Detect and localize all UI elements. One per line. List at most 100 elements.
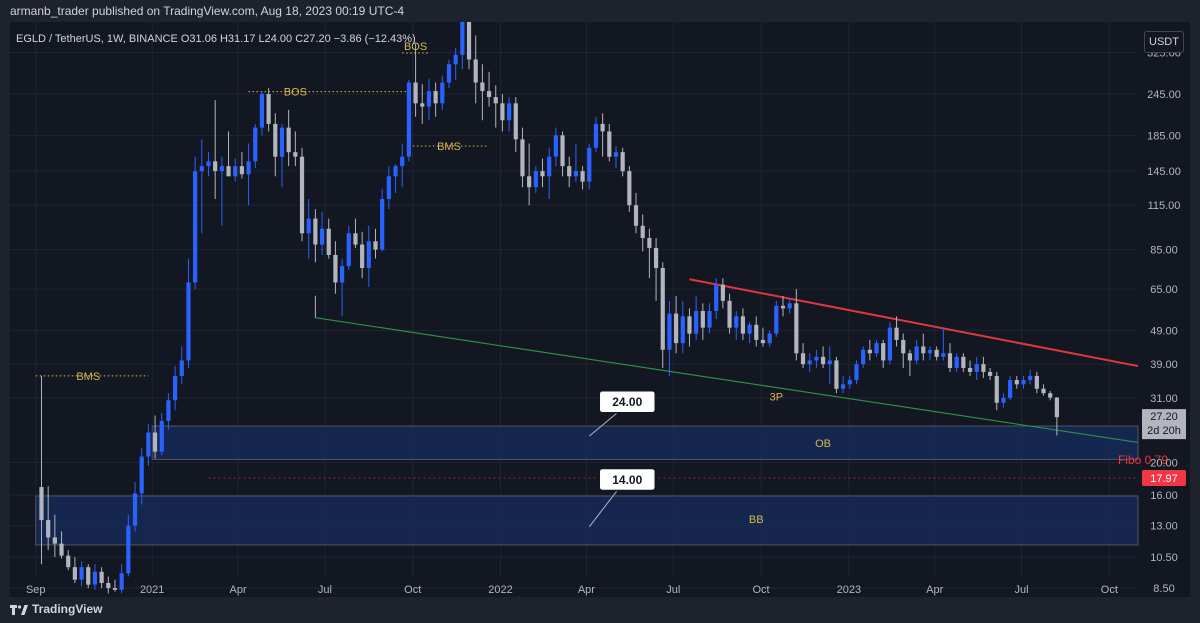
candle-body (226, 166, 231, 177)
x-tick-label: Oct (404, 584, 421, 596)
candle-body (667, 313, 672, 350)
resistance-trendline (689, 278, 1139, 368)
candle-body (867, 349, 872, 354)
x-tick-label: Jul (1015, 584, 1029, 596)
candle-body (714, 284, 719, 311)
tradingview-logo[interactable]: TradingView (10, 602, 102, 616)
candle-body (353, 233, 358, 245)
candle-body (172, 375, 178, 401)
annotation-label: BMS (76, 371, 100, 383)
candle-body (106, 582, 111, 589)
candle-body (720, 284, 725, 301)
annotation-label: BOS (284, 87, 307, 99)
candle-body (513, 103, 518, 140)
candle-body (59, 543, 64, 556)
candle-body (660, 268, 665, 350)
currency-button[interactable]: USDT (1144, 31, 1184, 53)
candle-body (607, 131, 612, 157)
y-tick-label: 10.50 (1150, 552, 1178, 564)
candle-body (99, 571, 104, 583)
candle-body (974, 364, 979, 372)
candle-body (299, 156, 305, 234)
candle-body (754, 324, 759, 340)
candle-body (640, 225, 645, 239)
footer-bar: TradingView (0, 597, 1200, 623)
candle-body (760, 339, 766, 344)
y-tick-label: 85.00 (1150, 245, 1178, 257)
candle-body (433, 91, 438, 104)
candle-body (567, 166, 572, 177)
x-tick-label: Jul (318, 584, 332, 596)
candle-body (861, 349, 866, 365)
candle-body (1001, 397, 1006, 403)
candle-body (700, 310, 705, 328)
candle-body (92, 571, 98, 585)
fibo-price-label: 17.97 (1150, 473, 1178, 485)
candle-body (446, 64, 452, 83)
candle-body (480, 82, 485, 92)
candle-body (580, 171, 585, 182)
candle-body (253, 127, 258, 162)
candle-body (954, 356, 959, 368)
candle-body (820, 356, 826, 365)
y-tick-label: 65.00 (1150, 284, 1178, 296)
candle-body (807, 360, 812, 365)
candle-body (774, 305, 779, 334)
y-tick-label: 8.50 (1153, 583, 1174, 595)
x-tick-label: 2022 (488, 584, 512, 596)
candle-body (767, 333, 772, 344)
tradingview-logo-icon (10, 604, 28, 615)
candle-body (206, 161, 211, 167)
candle-body (333, 254, 338, 283)
callout-box (598, 389, 657, 414)
candle-body (687, 316, 692, 334)
candle-body (740, 316, 746, 334)
y-tick-label: 13.00 (1150, 521, 1178, 533)
candle-body (119, 573, 124, 590)
x-tick-label: Sep (26, 584, 46, 596)
candle-body (547, 156, 552, 177)
callout-box (598, 467, 657, 492)
candle-body (587, 147, 592, 182)
callout-label: 24.00 (612, 395, 642, 409)
y-tick-label: 39.00 (1150, 359, 1178, 371)
y-tick-label: 49.00 (1150, 326, 1178, 338)
candle-body (72, 567, 77, 580)
publisher-bar: armanb_trader published on TradingView.c… (0, 0, 1200, 22)
candle-body (787, 303, 792, 309)
candle-body (233, 166, 238, 177)
x-tick-label: 2023 (837, 584, 861, 596)
candle-body (319, 228, 325, 245)
chart-pane[interactable]: BOS BOS BMS BMS 3P OB BB Fibo 0.79 24.00 14.00 325… (10, 22, 1190, 597)
candle-body (794, 303, 799, 354)
x-tick-label: Apr (578, 584, 595, 596)
candle-body (193, 171, 198, 283)
candle-body (213, 161, 218, 172)
candle-body (593, 123, 599, 148)
y-tick-label: 20.00 (1150, 457, 1178, 469)
candle-body (800, 353, 806, 365)
candle-body (520, 139, 525, 177)
candle-body (500, 103, 505, 121)
candle-body (747, 324, 752, 334)
candle-body (126, 525, 131, 574)
candle-body (560, 135, 565, 167)
candle-body (393, 166, 398, 177)
candle-body (941, 353, 946, 357)
candle-body (627, 171, 632, 206)
candle-body (947, 353, 953, 368)
candle-body (734, 316, 739, 328)
y-tick-label: 115.00 (1148, 200, 1181, 212)
candle-body (266, 94, 271, 124)
x-tick-label: Oct (1101, 584, 1118, 596)
candle-body (152, 432, 158, 452)
candle-body (86, 567, 91, 585)
candle-body (841, 384, 846, 389)
candle-body (540, 171, 545, 177)
candle-body (380, 198, 385, 250)
candle-body (780, 305, 786, 309)
candle-body (1028, 375, 1033, 381)
candle-body (420, 103, 425, 107)
candle-body (146, 432, 151, 457)
